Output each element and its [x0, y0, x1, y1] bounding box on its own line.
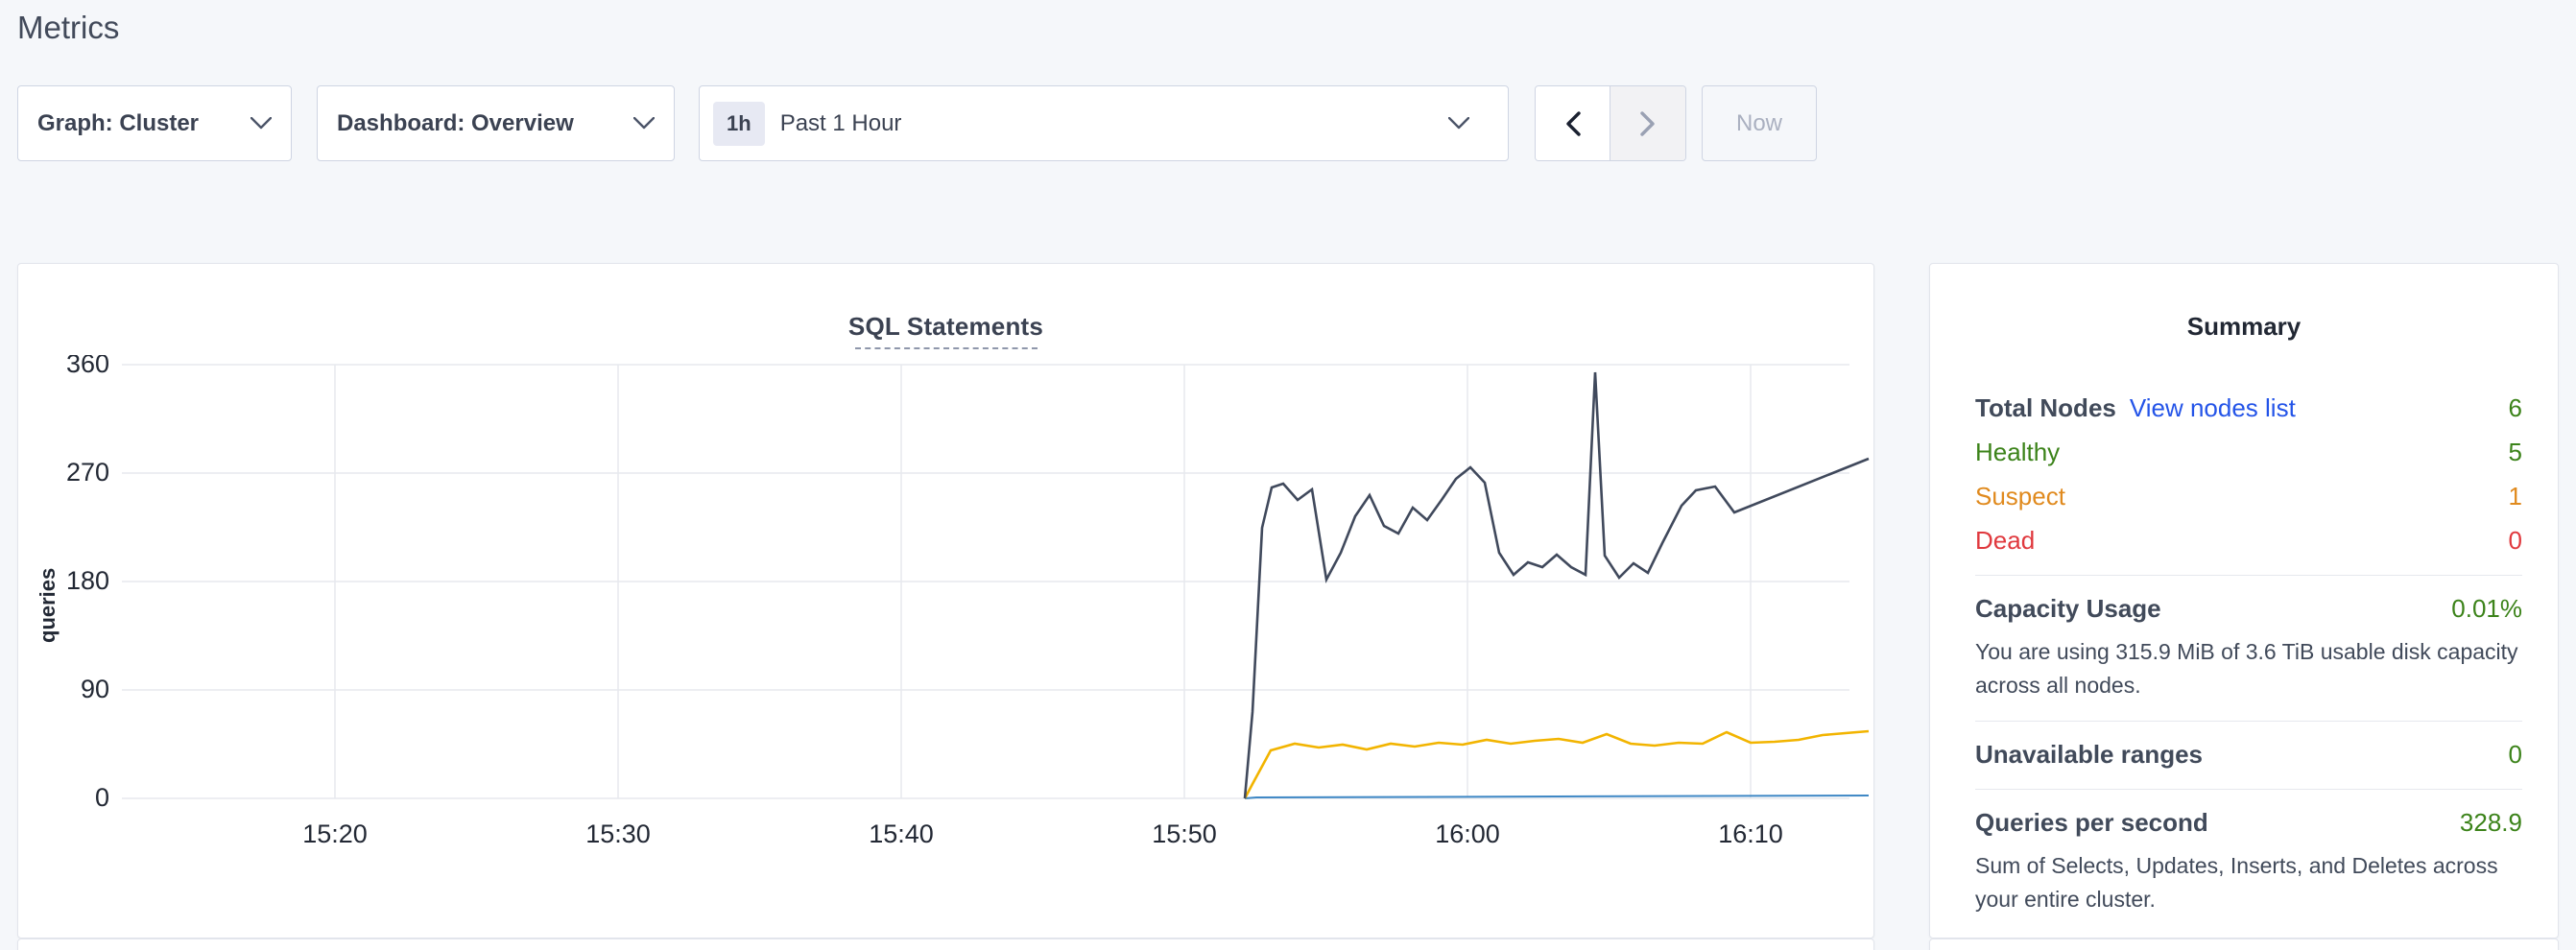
svg-text:0: 0: [95, 783, 109, 812]
svg-text:180: 180: [66, 566, 109, 595]
svg-text:16:00: 16:00: [1435, 819, 1500, 848]
svg-text:15:40: 15:40: [869, 819, 934, 848]
svg-text:16:10: 16:10: [1718, 819, 1783, 848]
svg-text:270: 270: [66, 458, 109, 487]
svg-text:15:30: 15:30: [585, 819, 651, 848]
svg-text:360: 360: [66, 355, 109, 378]
svg-text:90: 90: [81, 675, 109, 703]
svg-text:15:50: 15:50: [1152, 819, 1217, 848]
svg-text:15:20: 15:20: [302, 819, 368, 848]
